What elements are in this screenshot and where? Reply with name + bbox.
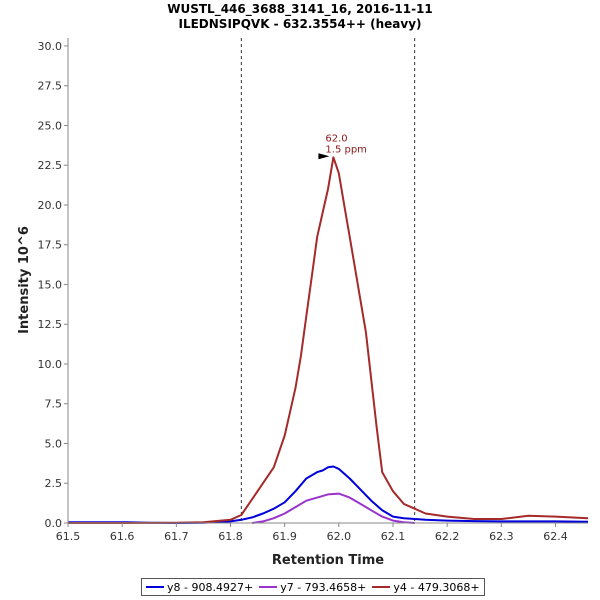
y-tick-label: 27.5: [38, 80, 63, 93]
chart-canvas: WUSTL_446_3688_3141_16, 2016-11-11 ILEDN…: [17, 2, 589, 568]
chart-title: WUSTL_446_3688_3141_16, 2016-11-11: [167, 2, 433, 17]
x-tick-label: 61.6: [110, 530, 135, 543]
boundary-lines: [240, 38, 416, 523]
legend-label-y4: y4 - 479.3068+: [393, 580, 480, 594]
peak-annotation: 62.0 1.5 ppm: [318, 133, 367, 160]
y-tick-label: 15.0: [38, 278, 63, 291]
y-tick-label: 10.0: [38, 358, 63, 371]
x-tick-label: 61.8: [218, 530, 243, 543]
chart-subtitle: ILEDNSIPQVK - 632.3554++ (heavy): [178, 17, 421, 31]
x-tick-label: 61.7: [164, 530, 189, 543]
y-tick-label: 5.0: [45, 437, 63, 450]
x-ticks: 61.5 61.6 61.7 61.8 61.9 62.0 62.1 62.2 62.3 62.4: [56, 523, 568, 543]
legend-item-y8: y8 - 908.4927+: [146, 581, 253, 594]
y-ticks: 0.0 2.5 5.0 7.5 10.0 12.5 15.0 17.5 20.0 22.5 25.0…: [38, 40, 68, 530]
x-tick-label: 62.3: [489, 530, 514, 543]
series-layer: [68, 156, 589, 524]
legend-swatch-y4: [372, 586, 391, 588]
series-line-y7: [252, 492, 415, 524]
y-tick-label: 2.5: [45, 477, 63, 490]
y-tick-label: 7.5: [45, 398, 63, 411]
legend-swatch-y7: [259, 586, 278, 588]
y-tick-label: 22.5: [38, 159, 63, 172]
chart-legend: y8 - 908.4927+ y7 - 793.4658+ y4 - 479.3…: [141, 578, 485, 596]
legend-item-y7: y7 - 793.4658+: [259, 581, 366, 594]
peak-annotation-rt: 62.0: [325, 133, 347, 144]
series-line-y4: [68, 156, 589, 524]
peak-annotation-ppm: 1.5 ppm: [325, 144, 367, 155]
y-tick-label: 12.5: [38, 318, 63, 331]
x-tick-label: 62.4: [543, 530, 568, 543]
legend-label-y8: y8 - 908.4927+: [167, 580, 254, 594]
x-tick-label: 62.1: [381, 530, 406, 543]
y-axis-title: Intensity 10^6: [17, 226, 32, 334]
y-tick-label: 20.0: [38, 199, 63, 212]
x-tick-label: 61.9: [272, 530, 297, 543]
x-tick-label: 61.5: [56, 530, 81, 543]
y-tick-label: 17.5: [38, 239, 63, 252]
peak-marker-icon: [318, 153, 330, 160]
legend-item-y4: y4 - 479.3068+: [372, 580, 480, 594]
legend-swatch-y8: [146, 586, 164, 588]
x-axis-title: Retention Time: [272, 553, 384, 568]
x-tick-label: 62.0: [327, 530, 352, 543]
y-tick-label: 30.0: [38, 40, 63, 53]
legend-label-y7: y7 - 793.4658+: [280, 580, 367, 594]
x-tick-label: 62.2: [435, 530, 460, 543]
plot-area: [68, 38, 588, 523]
y-tick-label: 25.0: [38, 119, 63, 132]
y-tick-label: 0.0: [45, 517, 63, 530]
